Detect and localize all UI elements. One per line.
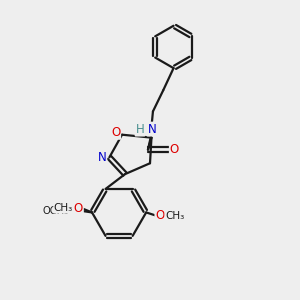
Text: N: N — [147, 123, 156, 136]
Text: O: O — [170, 143, 179, 156]
Text: H: H — [136, 123, 144, 136]
Text: methoxy: methoxy — [64, 210, 70, 211]
Text: N: N — [98, 151, 106, 164]
Text: O: O — [73, 205, 83, 218]
Text: CH₃: CH₃ — [165, 211, 184, 221]
Text: CH₃: CH₃ — [54, 203, 73, 213]
Text: OCH₃: OCH₃ — [43, 206, 69, 216]
Text: O: O — [111, 126, 120, 139]
Text: O: O — [74, 202, 83, 214]
Text: O: O — [155, 209, 165, 223]
